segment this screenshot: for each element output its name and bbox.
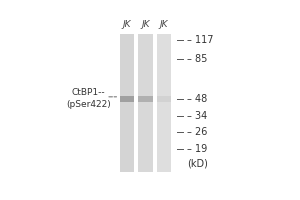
Text: – 19: – 19 xyxy=(188,144,208,154)
Text: CtBP1--: CtBP1-- xyxy=(72,88,106,97)
Text: JK: JK xyxy=(123,20,131,29)
Text: JK: JK xyxy=(160,20,169,29)
Text: – 48: – 48 xyxy=(188,94,208,104)
Text: – 26: – 26 xyxy=(188,127,208,137)
Text: (pSer422): (pSer422) xyxy=(66,100,111,109)
Text: – 34: – 34 xyxy=(188,111,208,121)
Text: – 85: – 85 xyxy=(188,54,208,64)
Bar xyxy=(120,34,134,172)
Text: (kD): (kD) xyxy=(188,158,208,168)
Bar xyxy=(157,34,171,172)
Bar xyxy=(157,96,171,102)
Text: JK: JK xyxy=(141,20,150,29)
Bar xyxy=(138,96,153,102)
Bar xyxy=(138,34,153,172)
Bar xyxy=(120,96,134,102)
Text: – 117: – 117 xyxy=(188,35,214,45)
